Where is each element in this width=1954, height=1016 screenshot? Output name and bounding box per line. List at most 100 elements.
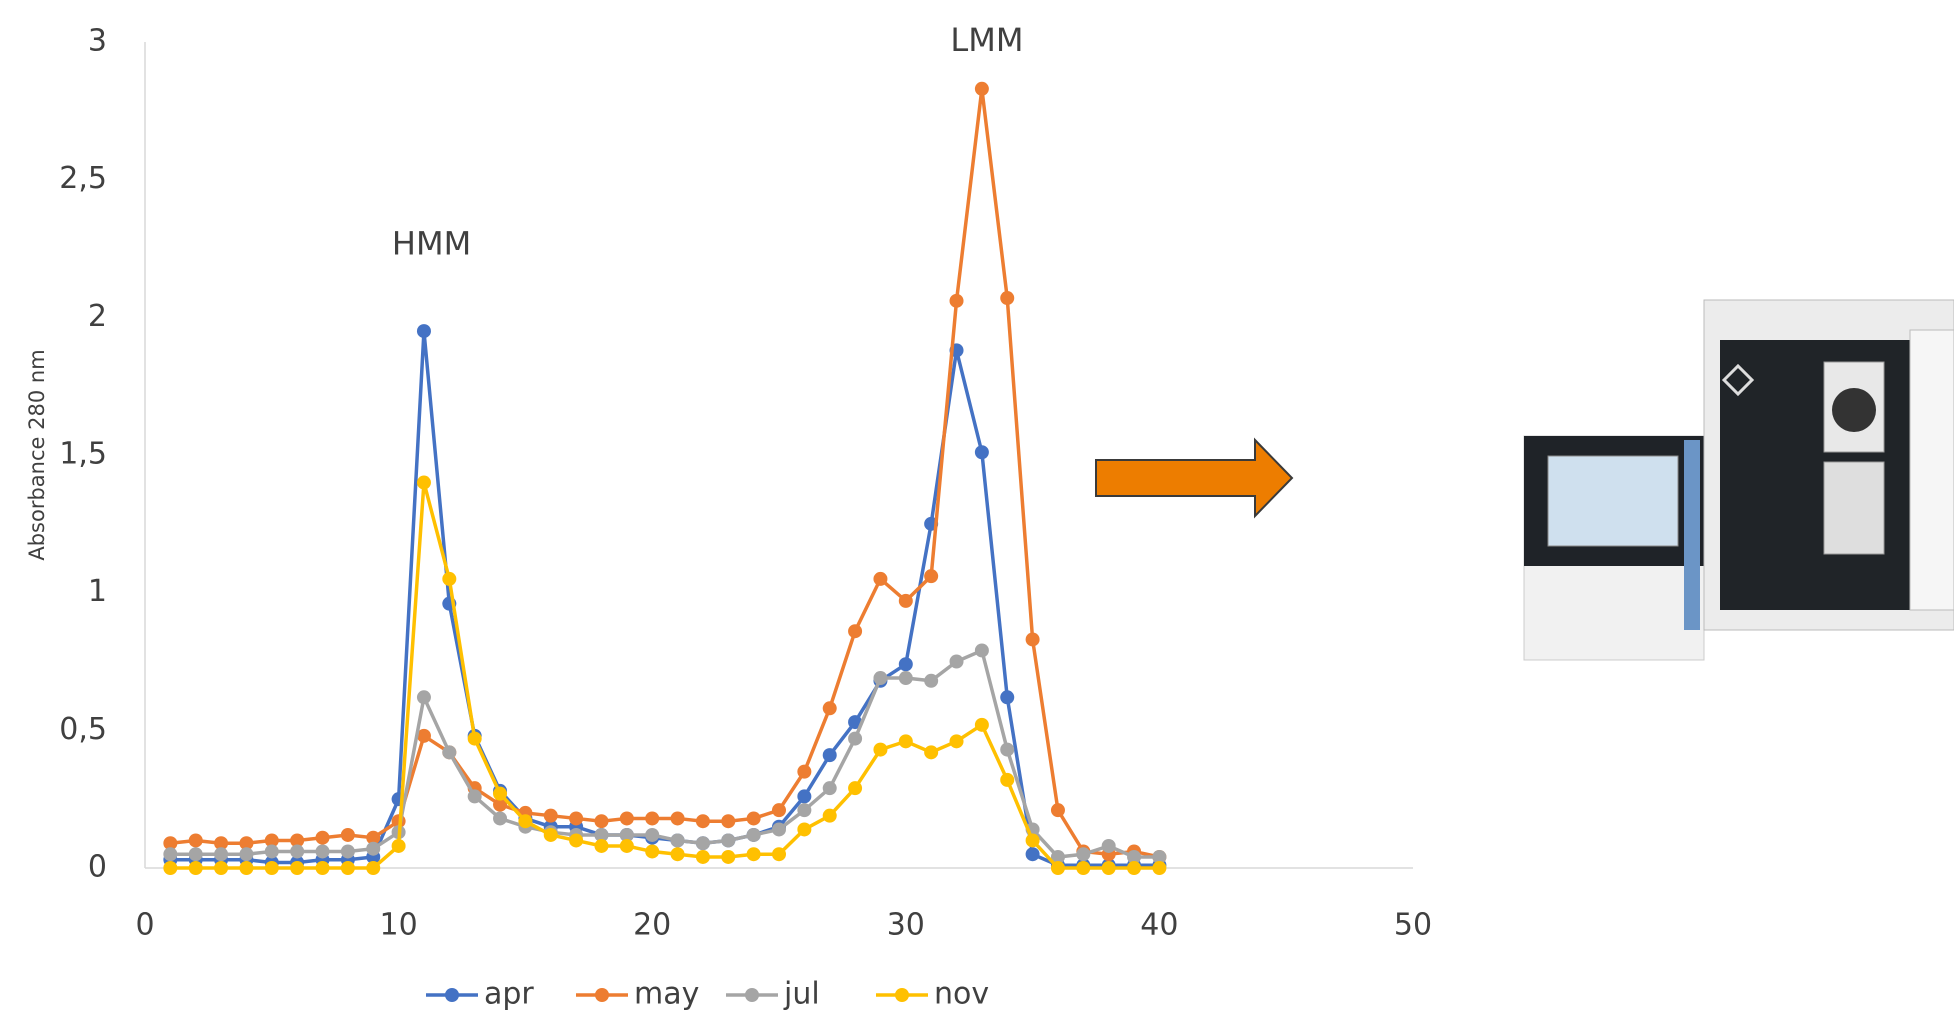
data-point — [518, 814, 533, 829]
data-point — [442, 745, 457, 760]
data-point — [797, 803, 812, 818]
data-point — [772, 847, 786, 862]
y-tick-label: 2,5 — [59, 161, 107, 196]
data-point — [239, 836, 254, 851]
data-point — [645, 827, 660, 842]
data-point — [493, 797, 508, 812]
data-point — [188, 847, 203, 862]
data-point — [848, 715, 863, 730]
data-point — [822, 748, 837, 763]
data-point — [1076, 847, 1091, 862]
data-point — [746, 847, 761, 862]
series-line — [170, 88, 1160, 859]
data-point — [822, 781, 837, 796]
data-point — [239, 847, 254, 862]
data-point — [898, 593, 913, 608]
data-point — [670, 847, 685, 862]
data-point — [924, 745, 939, 760]
annotation: HMM — [392, 225, 471, 263]
data-point — [848, 731, 863, 746]
legend-label: nov — [934, 977, 989, 1012]
data-point — [264, 833, 279, 848]
data-point — [670, 833, 685, 848]
data-point — [1152, 849, 1167, 864]
data-point — [848, 624, 863, 639]
data-point — [340, 844, 355, 859]
data-point — [797, 822, 812, 837]
legend-marker — [895, 988, 909, 1002]
data-point — [416, 690, 431, 705]
data-point — [290, 844, 305, 859]
data-point — [772, 822, 786, 837]
data-point — [746, 827, 761, 842]
data-point — [645, 844, 660, 859]
data-point — [619, 811, 634, 826]
data-point — [822, 701, 837, 716]
data-point — [340, 827, 355, 842]
legend-label: jul — [783, 977, 820, 1012]
data-point — [1050, 849, 1065, 864]
data-point — [873, 571, 888, 586]
data-point — [1050, 861, 1065, 875]
data-point — [1076, 861, 1091, 875]
data-point — [645, 811, 660, 826]
x-tick-label: 40 — [1140, 908, 1178, 943]
y-tick-label: 0 — [88, 850, 107, 885]
data-point — [797, 789, 812, 804]
data-point — [1101, 861, 1116, 875]
data-point — [974, 643, 989, 658]
data-point — [949, 293, 964, 308]
data-point — [264, 861, 279, 875]
y-axis-label: Absorbance 280 nm — [25, 349, 49, 560]
series-line — [170, 648, 1160, 859]
data-point — [315, 844, 330, 859]
y-tick-label: 1,5 — [59, 437, 107, 472]
data-point — [493, 786, 508, 801]
data-point — [493, 811, 508, 826]
data-point — [239, 861, 254, 875]
x-tick-label: 30 — [887, 908, 925, 943]
data-point — [315, 830, 330, 845]
data-point — [416, 324, 431, 339]
data-point — [594, 838, 609, 853]
data-point — [264, 844, 279, 859]
data-point — [594, 827, 609, 842]
instrument-image — [1523, 299, 1954, 661]
x-tick-label: 0 — [135, 908, 154, 943]
data-point — [391, 838, 406, 853]
data-point — [188, 833, 203, 848]
y-tick-label: 1 — [88, 574, 107, 609]
data-point — [721, 814, 736, 829]
data-point — [949, 654, 964, 669]
data-point — [924, 673, 939, 688]
data-point — [1000, 742, 1015, 757]
data-point — [1025, 632, 1040, 647]
data-point — [163, 847, 178, 862]
data-point — [1152, 861, 1167, 875]
data-point — [290, 833, 305, 848]
data-point — [569, 833, 584, 848]
data-point — [695, 849, 710, 864]
y-tick-label: 2 — [88, 299, 107, 334]
x-tick-label: 20 — [633, 908, 671, 943]
data-point — [619, 827, 634, 842]
data-point — [1127, 861, 1142, 875]
data-point — [695, 836, 710, 851]
y-tick-label: 3 — [88, 24, 107, 59]
arrow — [1095, 437, 1294, 519]
series-line — [170, 482, 1160, 870]
data-point — [974, 717, 989, 732]
data-point — [898, 734, 913, 749]
data-point — [873, 742, 888, 757]
data-point — [873, 671, 888, 686]
data-point — [1127, 849, 1142, 864]
data-point — [822, 808, 837, 823]
x-tick-label: 10 — [380, 908, 418, 943]
data-point — [1025, 847, 1040, 862]
data-point — [188, 861, 203, 875]
data-point — [670, 811, 685, 826]
data-point — [721, 833, 736, 848]
data-point — [467, 789, 482, 804]
data-point — [214, 836, 229, 851]
